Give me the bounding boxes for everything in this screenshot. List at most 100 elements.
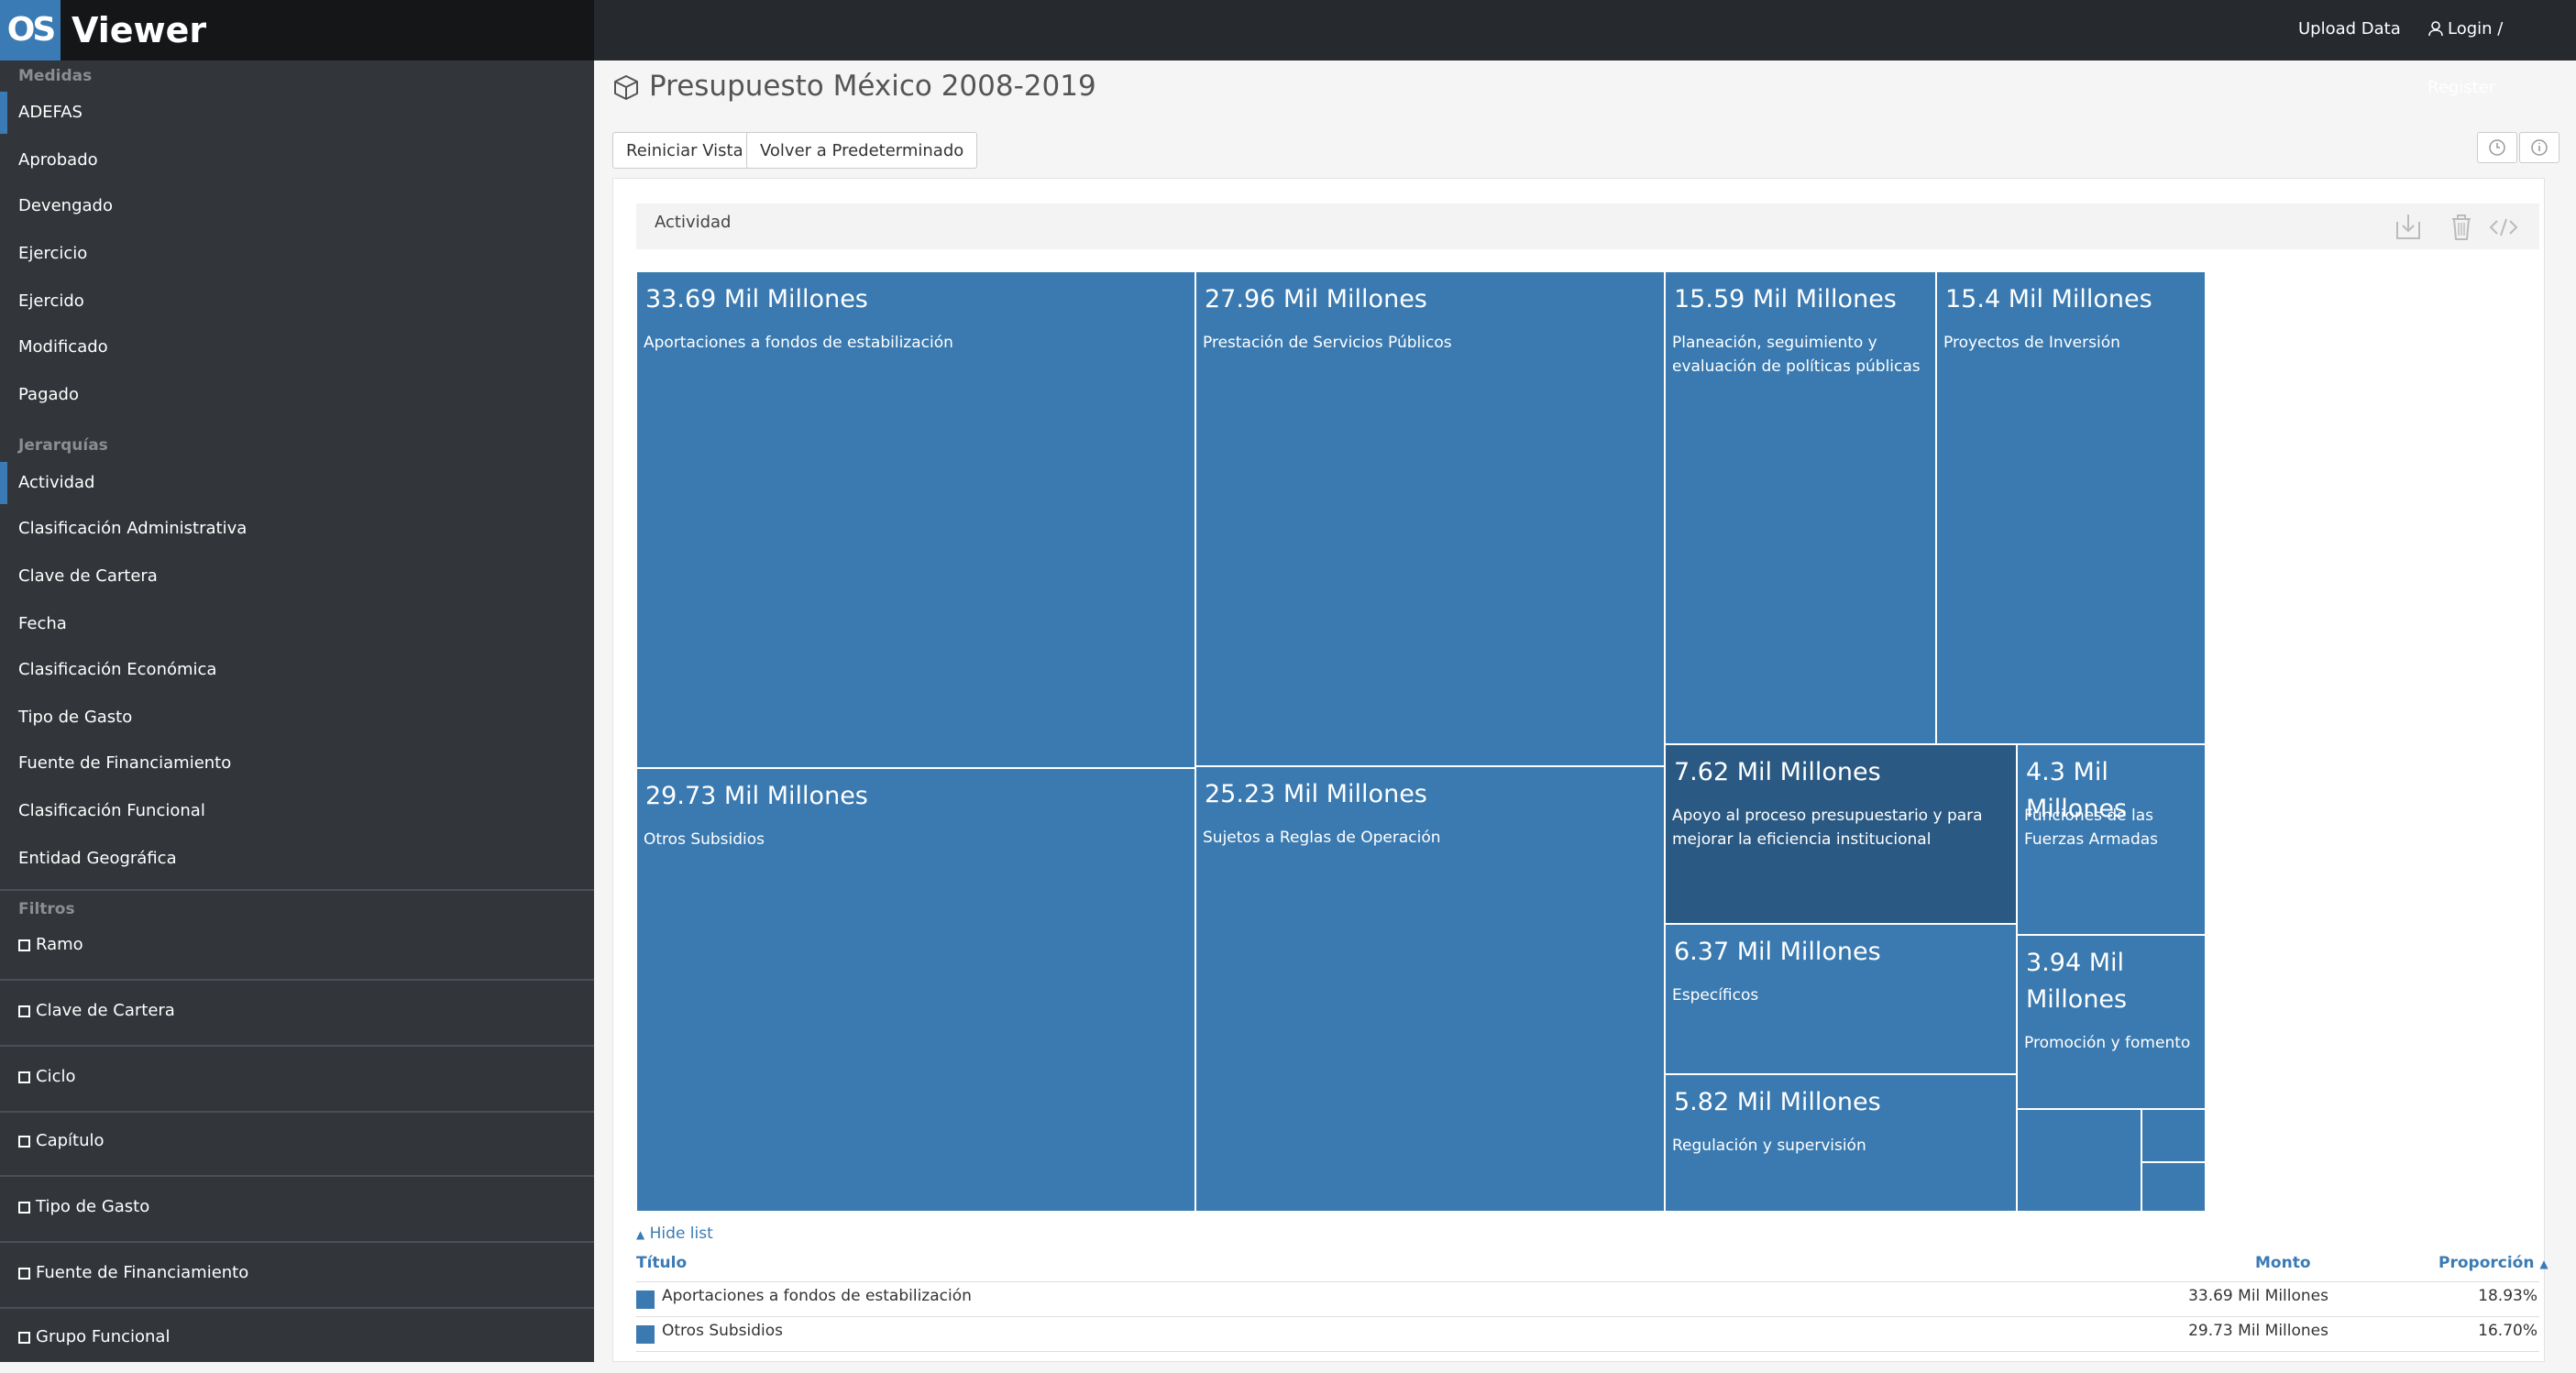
sidebar-item-ejercicio[interactable]: Ejercicio <box>18 244 88 263</box>
treemap-tile-reglas-operacion[interactable]: 25.23 Mil Millones Sujetos a Reglas de Op… <box>1195 766 1665 1212</box>
history-back-button[interactable] <box>2477 132 2517 163</box>
clock-icon <box>2489 139 2505 156</box>
tile-label: Otros Subsidios <box>644 830 765 849</box>
sidebar-item-fecha[interactable]: Fecha <box>18 614 67 633</box>
tile-amount: 25.23 Mil Millones <box>1205 780 1427 808</box>
tile-amount: 7.62 Mil Millones <box>1674 758 1881 786</box>
treemap-tile-small-a[interactable] <box>2017 1109 2141 1212</box>
app-name[interactable]: Viewer <box>72 10 207 50</box>
treemap-tile-otros-subsidios[interactable]: 29.73 Mil Millones Otros Subsidios <box>636 768 1195 1212</box>
filters-heading: Filtros <box>18 900 75 918</box>
filter-ciclo[interactable]: Ciclo <box>0 1049 594 1113</box>
filter-label: Tipo de Gasto <box>36 1197 150 1216</box>
sidebar-item-clasificacion-administrativa[interactable]: Clasificación Administrativa <box>18 519 248 538</box>
sidebar <box>0 60 594 1362</box>
hide-list-toggle[interactable]: ▲ Hide list <box>636 1225 713 1243</box>
treemap-tile-small-b[interactable] <box>2141 1109 2206 1162</box>
filter-tipo-de-gasto[interactable]: Tipo de Gasto <box>0 1179 594 1243</box>
filter-label: Clave de Cartera <box>36 1001 175 1020</box>
sidebar-item-clave-de-cartera[interactable]: Clave de Cartera <box>18 566 158 586</box>
restore-default-button[interactable]: Volver a Predeterminado <box>746 132 978 169</box>
treemap-tile-aportaciones[interactable]: 33.69 Mil Millones Aportaciones a fondos … <box>636 271 1195 768</box>
sidebar-item-devengado[interactable]: Devengado <box>18 196 113 215</box>
filter-grupo-funcional[interactable]: Grupo Funcional <box>0 1309 594 1373</box>
code-icon <box>2489 218 2518 236</box>
sidebar-item-adefas[interactable]: ADEFAS <box>0 92 594 134</box>
hide-list-label: Hide list <box>649 1225 713 1243</box>
filter-clave-de-cartera[interactable]: Clave de Cartera <box>0 983 594 1047</box>
filter-icon <box>18 1005 30 1017</box>
upload-data-link[interactable]: Upload Data <box>2298 19 2401 38</box>
panel-header <box>636 203 2539 249</box>
treemap-tile-regulacion-supervision[interactable]: 5.82 Mil Millones Regulación y supervisió… <box>1665 1074 2017 1212</box>
tile-amount: 5.82 Mil Millones <box>1674 1088 1881 1116</box>
measures-heading: Medidas <box>18 67 93 85</box>
tile-amount: 15.59 Mil Millones <box>1674 285 1897 313</box>
cube-icon <box>614 75 638 100</box>
tile-amount: 3.94 Mil Millones <box>2026 949 2128 1014</box>
col-share-header[interactable]: Proporción ▲ <box>2438 1254 2548 1272</box>
logo-mark[interactable]: OS <box>0 0 61 60</box>
tile-label: Planeación, seguimiento y evaluación de … <box>1672 334 1921 376</box>
tile-label: Sujetos a Reglas de Operación <box>1203 829 1441 847</box>
treemap-tile-small-c[interactable] <box>2141 1162 2206 1212</box>
sidebar-item-tipo-de-gasto[interactable]: Tipo de Gasto <box>18 708 133 727</box>
treemap-tile-planeacion[interactable]: 15.59 Mil Millones Planeación, seguimient… <box>1665 271 1936 744</box>
info-icon <box>2531 139 2548 156</box>
sidebar-item-actividad[interactable]: Actividad <box>0 462 594 504</box>
sidebar-item-clasificacion-funcional[interactable]: Clasificación Funcional <box>18 801 205 820</box>
treemap-tile-promocion-fomento[interactable]: 3.94 Mil Millones Promoción y fomento <box>2017 935 2206 1109</box>
trash-icon <box>2452 214 2471 240</box>
sidebar-item-aprobado[interactable]: Aprobado <box>18 150 98 170</box>
row-title: Otros Subsidios <box>662 1322 784 1340</box>
login-link[interactable]: Login / Register <box>2427 0 2576 97</box>
tile-label: Promoción y fomento <box>2024 1034 2191 1052</box>
tile-label: Proyectos de Inversión <box>1943 334 2120 352</box>
row-share: 18.93% <box>2478 1287 2537 1305</box>
filter-icon <box>18 939 30 951</box>
treemap-tile-prestacion-servicios[interactable]: 27.96 Mil Millones Prestación de Servicio… <box>1195 271 1665 766</box>
treemap-tile-especificos[interactable]: 6.37 Mil Millones Específicos <box>1665 924 2017 1074</box>
tile-amount: 33.69 Mil Millones <box>645 285 868 313</box>
tile-label: Aportaciones a fondos de estabilización <box>644 334 953 352</box>
tile-label: Regulación y supervisión <box>1672 1137 1866 1155</box>
sidebar-item-clasificacion-economica[interactable]: Clasificación Económica <box>18 660 217 679</box>
sidebar-item-ejercido[interactable]: Ejercido <box>18 291 84 311</box>
filter-icon <box>18 1332 30 1344</box>
tile-amount: 29.73 Mil Millones <box>645 782 868 810</box>
filter-label: Ramo <box>36 935 83 954</box>
sidebar-item-fuente-de-financiamiento[interactable]: Fuente de Financiamiento <box>18 753 232 773</box>
info-button[interactable] <box>2519 132 2559 163</box>
download-icon <box>2396 214 2420 239</box>
tile-label: Específicos <box>1672 986 1759 1005</box>
sidebar-item-entidad-geografica[interactable]: Entidad Geográfica <box>18 849 177 868</box>
treemap-tile-proyectos-inversion[interactable]: 15.4 Mil Millones Proyectos de Inversión <box>1936 271 2206 744</box>
filter-fuente-de-financiamiento[interactable]: Fuente de Financiamiento <box>0 1245 594 1309</box>
col-title-header[interactable]: Título <box>636 1254 688 1272</box>
col-share-label: Proporción <box>2438 1254 2535 1272</box>
tile-amount: 27.96 Mil Millones <box>1205 285 1427 313</box>
row-divider <box>636 1316 2539 1317</box>
filter-ramo[interactable]: Ramo <box>0 917 594 981</box>
sidebar-item-modificado[interactable]: Modificado <box>18 337 108 357</box>
hierarchies-heading: Jerarquías <box>18 436 108 455</box>
caret-up-icon: ▲ <box>636 1228 645 1241</box>
reset-view-button[interactable]: Reiniciar Vista <box>612 132 757 169</box>
delete-button[interactable] <box>2444 209 2479 246</box>
embed-button[interactable] <box>2486 209 2521 246</box>
filter-capitulo[interactable]: Capítulo <box>0 1113 594 1177</box>
download-button[interactable] <box>2391 209 2426 246</box>
col-amount-header[interactable]: Monto <box>2255 1254 2311 1272</box>
sort-asc-icon: ▲ <box>2539 1258 2548 1270</box>
filter-icon <box>18 1136 30 1148</box>
sidebar-item-pagado[interactable]: Pagado <box>18 385 79 404</box>
panel-header-label: Actividad <box>655 213 732 232</box>
table-row[interactable]: Aportaciones a fondos de estabilización … <box>636 1281 2539 1316</box>
filter-icon <box>18 1071 30 1083</box>
filter-label: Ciclo <box>36 1067 76 1086</box>
table-row[interactable]: Otros Subsidios 29.73 Mil Millones 16.70… <box>636 1316 2539 1351</box>
treemap-tile-apoyo-presupuestario[interactable]: 7.62 Mil Millones Apoyo al proceso presup… <box>1665 744 2017 924</box>
filter-label: Fuente de Financiamiento <box>36 1263 249 1282</box>
treemap-tile-fuerzas-armadas[interactable]: 4.3 Mil Millones Funciones de las Fuerzas… <box>2017 744 2206 935</box>
sidebar-divider <box>0 889 594 891</box>
